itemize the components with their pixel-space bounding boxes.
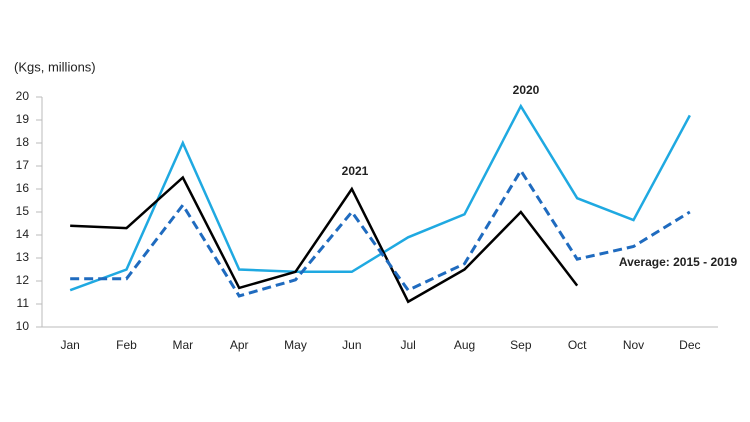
x-tick-label: Sep	[510, 338, 532, 352]
x-tick-label: Aug	[454, 338, 475, 352]
x-tick-label: Jun	[342, 338, 361, 352]
y-tick-label: 14	[16, 227, 30, 241]
y-tick-label: 20	[16, 89, 30, 103]
y-axis-label: (Kgs, millions)	[14, 59, 96, 74]
series-line	[70, 167, 691, 298]
series-line	[69, 103, 691, 292]
y-tick-label: 12	[16, 273, 30, 287]
x-tick-label: Oct	[568, 338, 587, 352]
y-tick-label: 10	[16, 319, 30, 333]
y-tick-label: 16	[16, 181, 30, 195]
series-label: 2020	[513, 83, 540, 97]
series-label: Average: 2015 - 2019	[619, 255, 738, 269]
x-tick-label: Jan	[60, 338, 79, 352]
x-tick-label: Mar	[172, 338, 193, 352]
y-tick-label: 11	[17, 296, 30, 310]
y-tick-label: 19	[16, 112, 30, 126]
x-tick-label: Feb	[116, 338, 137, 352]
y-tick-label: 13	[16, 250, 30, 264]
x-tick-label: Apr	[230, 338, 249, 352]
series-line	[70, 175, 579, 304]
series-label: 2021	[342, 164, 369, 178]
y-tick-label: 18	[16, 135, 30, 149]
x-tick-label: Nov	[623, 338, 644, 352]
x-tick-label: Dec	[679, 338, 700, 352]
y-tick-label: 15	[16, 204, 30, 218]
y-tick-label: 17	[16, 158, 30, 172]
x-tick-label: May	[284, 338, 307, 352]
x-tick-label: Jul	[400, 338, 415, 352]
